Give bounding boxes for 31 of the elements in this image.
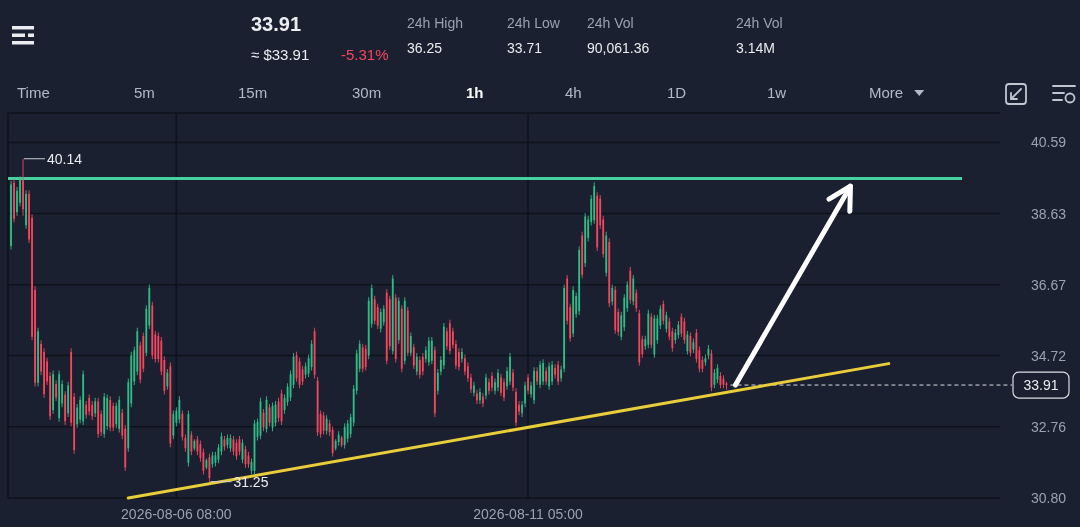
text: 33.91	[251, 13, 302, 35]
text: 4h	[565, 84, 582, 102]
text: 5m	[134, 84, 155, 102]
y-tick-label: 30.80	[1030, 489, 1067, 506]
text: ≈ $33.91	[251, 46, 310, 64]
text: 24h Low	[507, 14, 561, 31]
text: 33.71	[507, 39, 543, 56]
x-tick-label: 2026-08-06 08:00	[121, 505, 232, 522]
text: 15m	[238, 84, 268, 102]
annotation: 31.25	[233, 473, 269, 490]
text: 1D	[667, 84, 687, 102]
text: 36.25	[407, 39, 443, 56]
text: Time	[17, 84, 50, 102]
y-tick-label: 32.76	[1030, 418, 1067, 435]
text: 24h Vol	[736, 14, 783, 31]
text: 1h	[466, 84, 484, 102]
text: 1w	[767, 84, 787, 102]
x-tick-label: 2026-08-11 05:00	[473, 505, 584, 522]
text: 30m	[352, 84, 382, 102]
annotation: 40.14	[47, 150, 83, 167]
y-tick-label: 40.59	[1030, 134, 1067, 151]
text: 24h Vol	[587, 14, 634, 31]
ref-line-label: 33.91	[1023, 376, 1059, 393]
text: 24h High	[407, 14, 464, 31]
y-tick-label: 38.63	[1030, 205, 1067, 222]
text: 90,061.36	[587, 39, 650, 56]
text: 3.14M	[736, 39, 775, 56]
y-tick-label: 36.67	[1030, 276, 1067, 293]
text: -5.31%	[341, 46, 389, 64]
text: More	[869, 84, 904, 102]
y-tick-label: 34.72	[1030, 347, 1067, 364]
